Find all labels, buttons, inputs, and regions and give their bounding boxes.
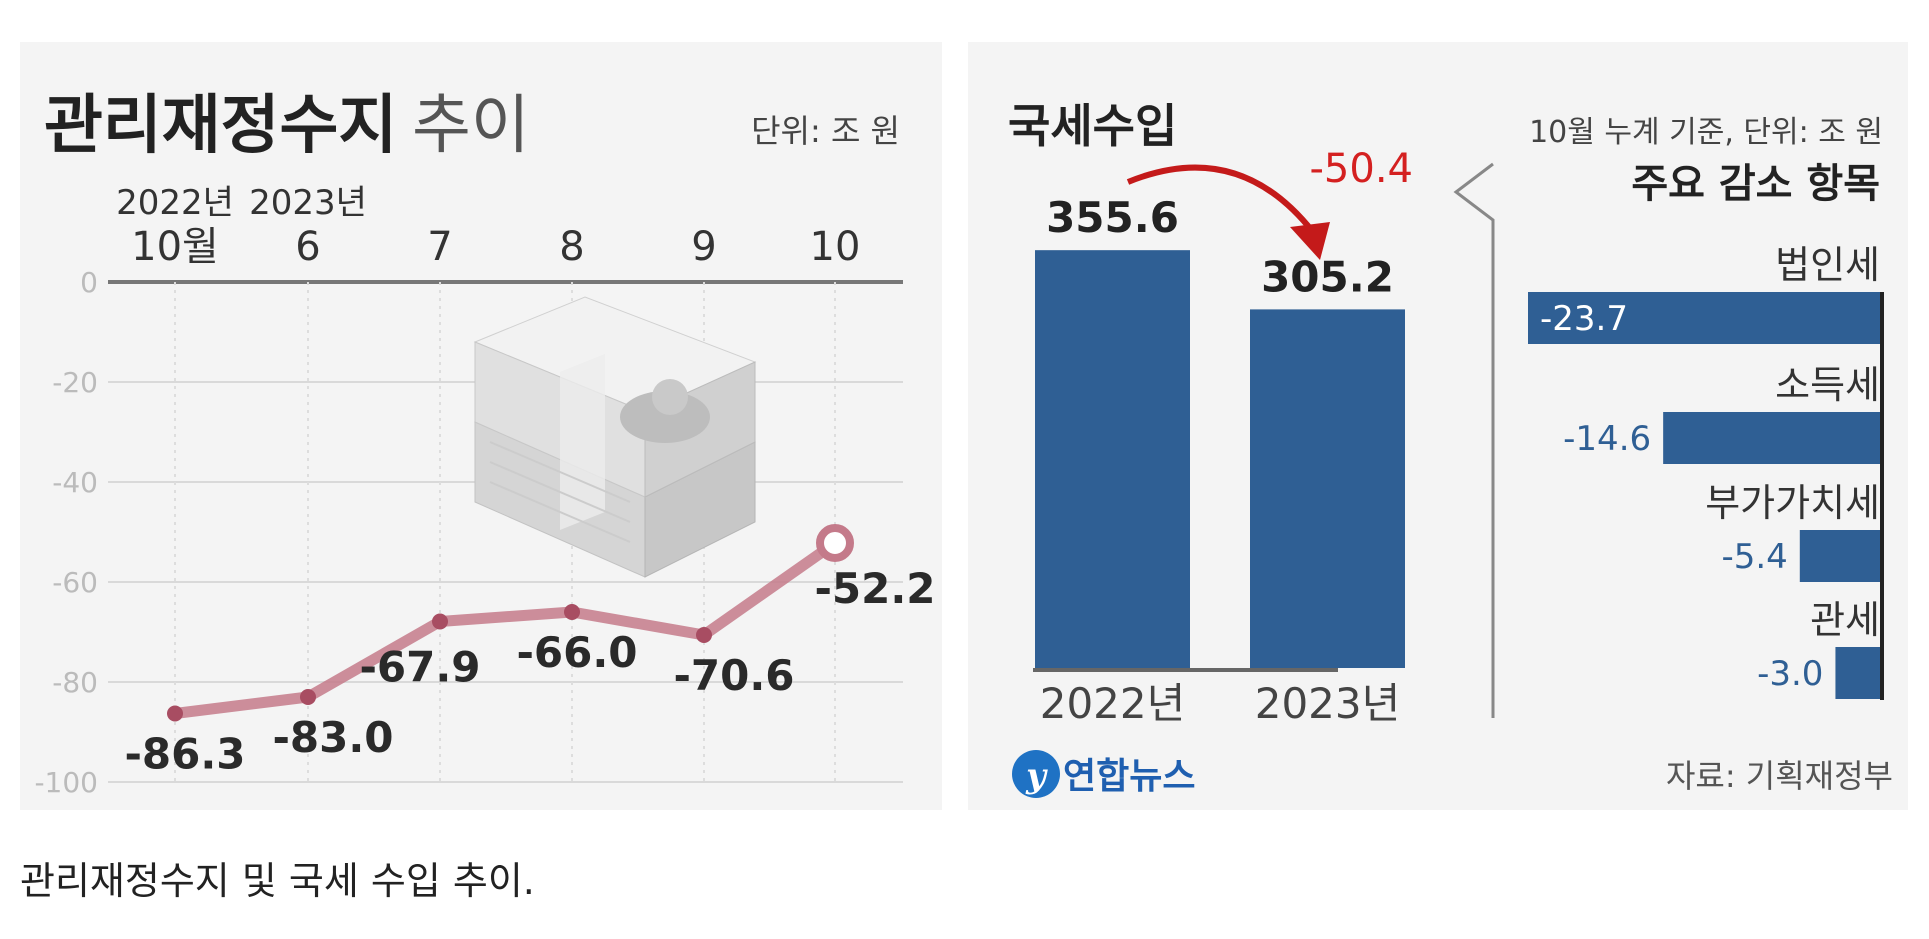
left-chart-xtick-label: 7 xyxy=(427,224,452,270)
left-chart-title-bold: 관리재정수지 xyxy=(44,89,397,163)
line-point xyxy=(696,627,712,643)
yonhap-logo: y 연합뉴스 xyxy=(1012,750,1195,798)
yonhap-logo-icon xyxy=(1012,750,1060,798)
left-chart-xtick-label: 10월 xyxy=(131,224,219,270)
svg-text:y: y xyxy=(1025,756,1048,796)
line-data-label: -83.0 xyxy=(272,713,393,762)
line-data-label: -86.3 xyxy=(124,730,245,779)
line-point xyxy=(167,705,183,722)
left-chart-ytick-label: -80 xyxy=(52,666,98,699)
yonhap-logo-text: 연합뉴스 xyxy=(1063,756,1195,797)
breakdown-bar xyxy=(1663,412,1880,464)
breakdown-category-label: 부가가치세 xyxy=(1705,481,1880,525)
breakdown-value-label: -3.0 xyxy=(1757,654,1823,694)
line-point xyxy=(432,613,448,630)
revenue-bar xyxy=(1250,309,1405,668)
right-chart-note: 10월 누계 기준, 단위: 조 원 xyxy=(1529,115,1883,150)
breakdown-category-label: 관세 xyxy=(1810,598,1880,642)
right-chart-title: 국세수입 xyxy=(1008,99,1177,153)
revenue-bar-value: 355.6 xyxy=(1046,193,1179,242)
breakdown-value-label: -5.4 xyxy=(1721,537,1787,577)
line-data-label: -70.6 xyxy=(673,651,794,700)
breakdown-value-label: -14.6 xyxy=(1563,419,1651,459)
decrease-arrowhead xyxy=(1290,222,1330,260)
left-chart-gridlines xyxy=(108,280,903,783)
line-data-label: -67.9 xyxy=(359,643,480,692)
left-chart-y-axis: 0 -20 -40 -60 -80 -100 xyxy=(34,266,98,799)
fiscal-balance-panel: 관리재정수지 추이 단위: 조 원 0 -20 -40 -60 -80 -100 2022… xyxy=(20,42,942,810)
left-chart-ytick-label: -60 xyxy=(52,566,98,599)
breakdown-bar xyxy=(1528,292,1880,344)
revenue-change-label: -50.4 xyxy=(1310,146,1414,192)
line-point xyxy=(564,604,580,620)
fiscal-balance-line xyxy=(169,537,841,719)
line-data-label: -66.0 xyxy=(516,628,637,677)
money-stack-illustration xyxy=(473,296,757,578)
breakdown-bars: 법인세 -23.7 소득세 -14.6 부가가치세 -5.4 관세 -3.0 xyxy=(1528,243,1880,699)
breakdown-title: 주요 감소 항목 xyxy=(1631,161,1880,207)
left-chart-xtick-label: 6 xyxy=(295,224,320,270)
fiscal-balance-chart: 관리재정수지 추이 단위: 조 원 0 -20 -40 -60 -80 -100 2022… xyxy=(34,89,935,799)
breakdown-value-label: -23.7 xyxy=(1540,299,1628,339)
left-chart-ytick-label: -40 xyxy=(52,466,98,499)
revenue-bars: 355.6 2022년 305.2 2023년 xyxy=(1035,193,1405,728)
left-chart-xtick-label: 8 xyxy=(559,224,584,270)
revenue-bar-value: 305.2 xyxy=(1261,252,1394,301)
revenue-bar xyxy=(1035,250,1190,669)
revenue-bar-category: 2022년 xyxy=(1040,679,1186,728)
line-data-label: -52.2 xyxy=(814,564,935,613)
revenue-bar-category: 2023년 xyxy=(1255,679,1401,728)
line-point xyxy=(300,689,316,705)
breakdown-bracket xyxy=(1453,162,1495,718)
breakdown-category-label: 소득세 xyxy=(1775,363,1880,407)
line-point-latest xyxy=(816,524,854,562)
left-chart-xtick-label: 10 xyxy=(810,224,861,270)
tax-revenue-panel: 국세수입 10월 누계 기준, 단위: 조 원 355.6 2022년 305.2 2… xyxy=(968,42,1908,810)
breakdown-category-label: 법인세 xyxy=(1775,243,1880,287)
decrease-arrow xyxy=(1126,164,1316,234)
left-chart-ytick-label: 0 xyxy=(80,266,98,299)
left-chart-xtick-year: 2022년 xyxy=(116,183,234,223)
left-chart-title-light: 추이 xyxy=(412,89,530,163)
breakdown-bar xyxy=(1835,647,1880,699)
source-note: 자료: 기획재정부 xyxy=(1666,757,1893,795)
tax-revenue-chart: 국세수입 10월 누계 기준, 단위: 조 원 355.6 2022년 305.2 2… xyxy=(1008,99,1893,798)
left-chart-ytick-label: -100 xyxy=(34,766,98,799)
left-chart-xtick-year: 2023년 xyxy=(249,183,367,223)
left-chart-ytick-label: -20 xyxy=(52,366,98,399)
left-chart-xtick-label: 9 xyxy=(691,224,716,270)
figure-caption: 관리재정수지 및 국세 수입 추이. xyxy=(20,859,535,903)
left-chart-unit: 단위: 조 원 xyxy=(751,112,900,150)
breakdown-bar xyxy=(1799,530,1880,582)
